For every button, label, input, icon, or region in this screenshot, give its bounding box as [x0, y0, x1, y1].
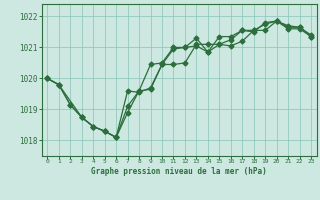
X-axis label: Graphe pression niveau de la mer (hPa): Graphe pression niveau de la mer (hPa) — [91, 167, 267, 176]
